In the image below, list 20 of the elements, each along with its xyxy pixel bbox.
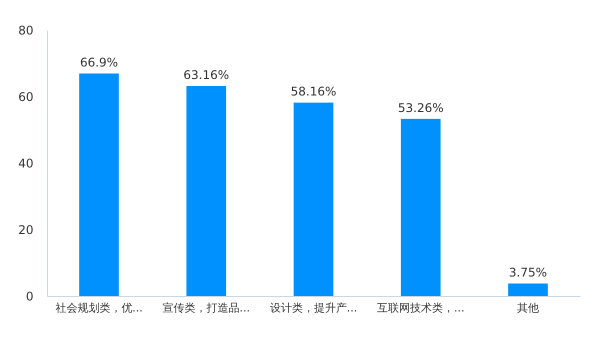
- y-tick-label: 20: [18, 223, 34, 237]
- bar: [400, 118, 441, 296]
- bar: [79, 74, 119, 296]
- bar: [186, 86, 226, 296]
- y-tick-label: 40: [18, 156, 34, 170]
- data-label: 63.16%: [183, 68, 230, 82]
- x-tick-label: 宣传类，打造品...: [162, 302, 250, 314]
- bar: [508, 284, 548, 296]
- data-label: 66.9%: [80, 56, 118, 70]
- x-tick-label: 其他: [516, 302, 539, 314]
- y-tick-label: 0: [26, 290, 34, 304]
- y-tick-label: 80: [18, 24, 34, 38]
- x-tick-label: 互联网技术类，...: [376, 302, 464, 314]
- x-tick-label: 设计类，提升产...: [270, 302, 358, 314]
- y-tick-label: 60: [18, 90, 34, 104]
- bar: [294, 102, 334, 296]
- x-tick-label: 社会规划类，优...: [55, 302, 143, 314]
- data-label: 53.26%: [398, 100, 444, 115]
- data-label: 3.75%: [508, 266, 548, 280]
- data-label: 58.16%: [290, 84, 336, 99]
